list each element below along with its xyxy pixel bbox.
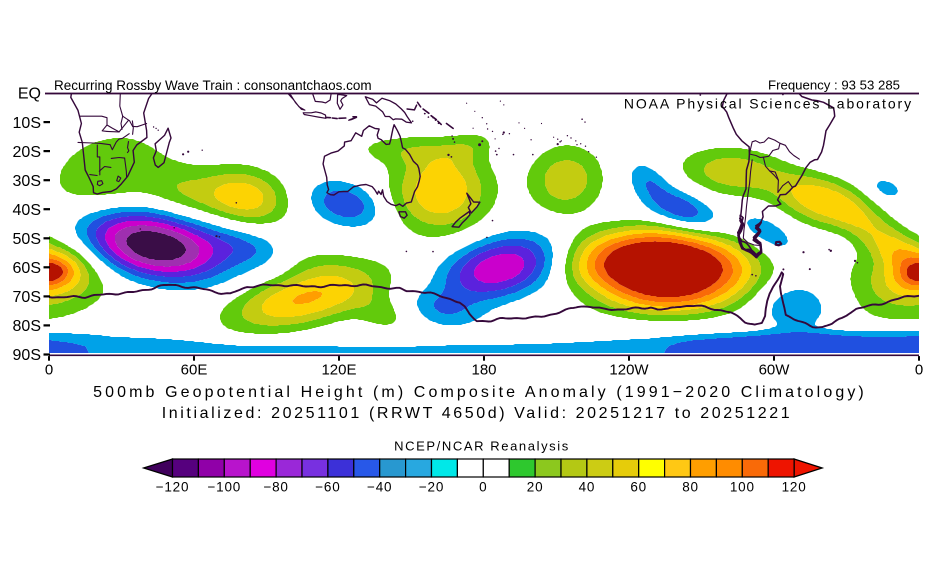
svg-text:180: 180: [471, 362, 496, 379]
svg-text:60W: 60W: [759, 362, 791, 379]
svg-text:EQ: EQ: [18, 86, 41, 103]
svg-text:30S: 30S: [13, 173, 41, 190]
svg-text:120: 120: [782, 480, 807, 495]
svg-text:Frequency : 93 53 285: Frequency : 93 53 285: [768, 78, 900, 93]
svg-text:−100: −100: [207, 480, 241, 495]
svg-text:Initialized: 20251101 (RRWT 46: Initialized: 20251101 (RRWT 4650d) Valid…: [162, 405, 793, 422]
svg-text:Recurring Rossby Wave Train :: Recurring Rossby Wave Train : consonantc…: [54, 78, 372, 93]
svg-text:60: 60: [630, 480, 647, 495]
svg-text:40: 40: [579, 480, 596, 495]
svg-text:NOAA Physical Sciences Laborat: NOAA Physical Sciences Laboratory: [624, 96, 913, 112]
svg-text:−120: −120: [156, 480, 190, 495]
svg-text:80S: 80S: [13, 318, 41, 335]
svg-text:100: 100: [730, 480, 755, 495]
svg-text:20: 20: [527, 480, 544, 495]
svg-text:80: 80: [682, 480, 699, 495]
svg-text:60E: 60E: [181, 362, 208, 379]
svg-text:90S: 90S: [13, 347, 41, 364]
svg-text:−20: −20: [419, 480, 444, 495]
svg-text:10S: 10S: [13, 115, 41, 132]
svg-text:20S: 20S: [13, 144, 41, 161]
svg-text:500mb Geopotential Height (m): 500mb Geopotential Height (m) Composite …: [93, 384, 867, 401]
svg-text:120W: 120W: [609, 362, 649, 379]
svg-text:−80: −80: [263, 480, 288, 495]
svg-text:50S: 50S: [13, 231, 41, 248]
svg-text:NCEP/NCAR Reanalysis: NCEP/NCAR Reanalysis: [394, 439, 570, 454]
svg-text:120E: 120E: [321, 362, 356, 379]
svg-text:−40: −40: [367, 480, 392, 495]
svg-text:70S: 70S: [13, 289, 41, 306]
svg-text:−60: −60: [315, 480, 340, 495]
svg-text:0: 0: [915, 362, 923, 379]
svg-text:40S: 40S: [13, 202, 41, 219]
svg-text:0: 0: [45, 362, 53, 379]
svg-text:0: 0: [479, 480, 487, 495]
svg-text:60S: 60S: [13, 260, 41, 277]
